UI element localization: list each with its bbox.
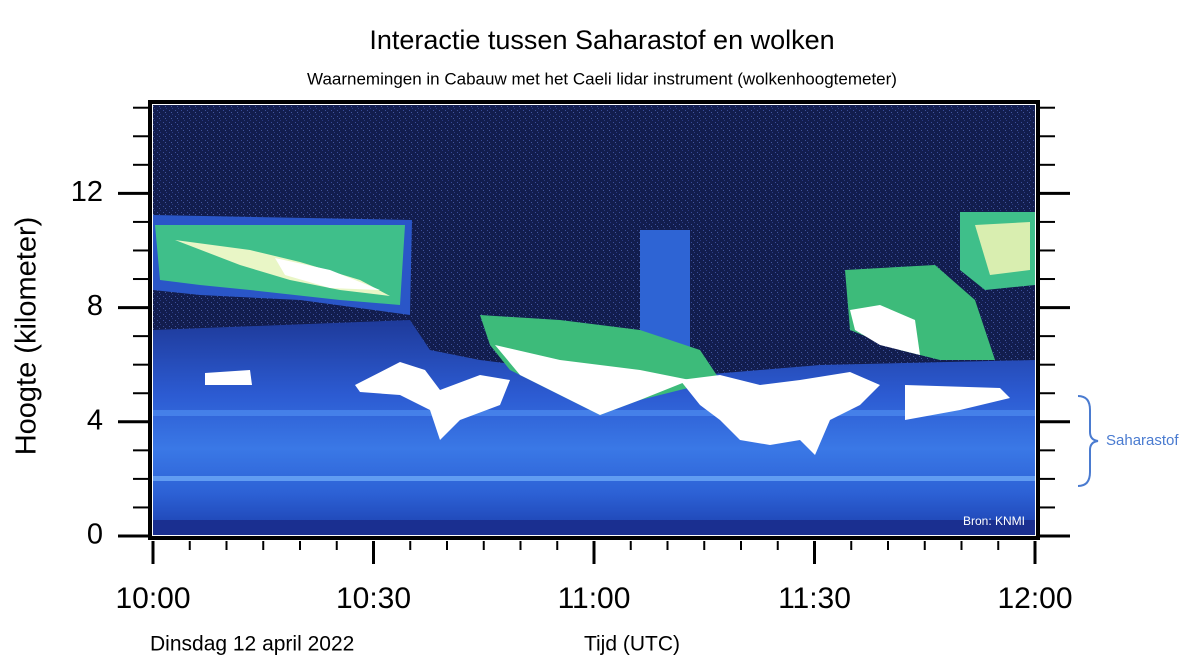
- y-axis-label: Hoogte (kilometer): [11, 217, 43, 456]
- x-tick-label: 11:00: [558, 582, 631, 615]
- plot-frame: [148, 100, 1040, 540]
- y-tick-label: 4: [87, 404, 103, 436]
- y-tick-label: 0: [87, 519, 103, 551]
- x-tick-label: 10:00: [115, 582, 190, 615]
- annotation: Saharastof: [1106, 432, 1179, 449]
- lidar-image: [153, 105, 1035, 535]
- x-tick-label: 11:30: [778, 582, 851, 615]
- annotation-brace: [1077, 395, 1099, 487]
- x-tick-label: 10:30: [336, 582, 411, 615]
- x-axis-label: Tijd (UTC): [584, 633, 680, 656]
- y-tick-label: 8: [87, 290, 103, 322]
- date-label: Dinsdag 12 april 2022: [150, 633, 354, 656]
- chart-subtitle: Waarnemingen in Cabauw met het Caeli lid…: [307, 69, 897, 88]
- y-tick-label: 12: [71, 176, 103, 208]
- chart-title: Interactie tussen Saharastof en wolken: [369, 25, 834, 55]
- source-label: Bron: KNMI: [963, 514, 1025, 528]
- x-tick-label: 12:00: [997, 582, 1072, 615]
